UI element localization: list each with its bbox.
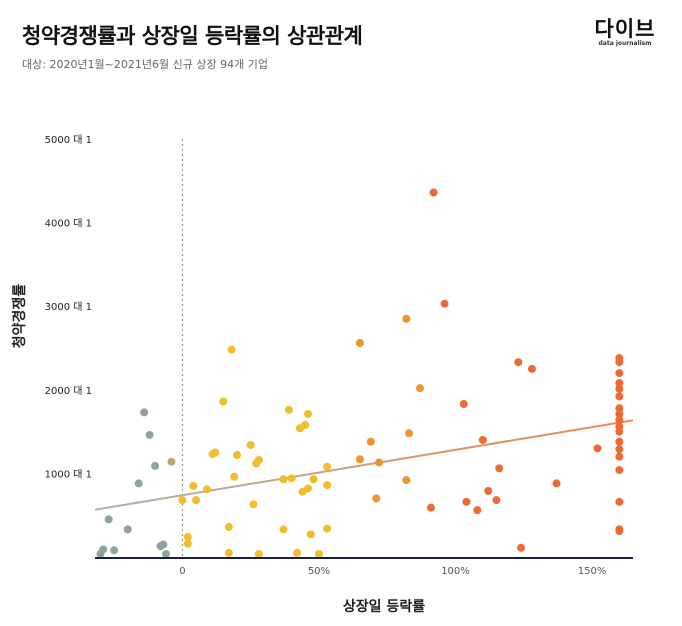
data-point (615, 358, 624, 367)
brand-logo: 다이브 data journalism (590, 18, 660, 48)
data-point (615, 404, 624, 413)
data-point (473, 506, 482, 515)
data-point (183, 532, 192, 541)
data-point (405, 429, 414, 438)
data-point (159, 540, 168, 549)
data-point (615, 437, 624, 446)
data-point (287, 474, 296, 483)
data-point (495, 464, 504, 473)
brand-logo-subtext: data journalism (598, 40, 652, 47)
data-point (514, 358, 523, 367)
data-point (167, 457, 176, 466)
data-point (462, 497, 471, 506)
data-point (110, 546, 119, 555)
data-point (246, 440, 255, 449)
data-point (593, 444, 602, 453)
data-point (178, 496, 187, 505)
data-point (140, 408, 149, 417)
data-point (183, 539, 192, 548)
data-point (279, 475, 288, 484)
y-tick-label: 1000 대 1 (45, 468, 92, 480)
data-point (615, 392, 624, 401)
data-point (151, 461, 160, 470)
data-point (134, 479, 143, 488)
data-point (615, 427, 624, 436)
data-point (227, 345, 236, 354)
data-point (309, 475, 318, 484)
data-point (123, 525, 132, 534)
data-point (492, 496, 501, 505)
data-point (415, 384, 424, 393)
data-point (615, 445, 624, 454)
trend-line (94, 419, 634, 511)
data-point (426, 503, 435, 512)
data-point (189, 481, 198, 490)
data-point (402, 314, 411, 323)
data-point (279, 525, 288, 534)
x-tick-label: 150% (578, 566, 607, 577)
y-tick-label: 3000 대 1 (45, 301, 92, 313)
data-point (552, 479, 561, 488)
data-point (440, 299, 449, 308)
data-point (478, 435, 487, 444)
data-point (429, 188, 438, 197)
data-point (254, 456, 263, 465)
x-axis-label: 상장일 등락률 (343, 598, 425, 615)
data-point (323, 462, 332, 471)
data-point (230, 472, 239, 481)
data-point (517, 543, 526, 552)
data-point (104, 515, 113, 524)
data-point (99, 545, 108, 554)
data-point (615, 527, 624, 536)
data-point (355, 455, 364, 464)
y-axis-label: 청약경쟁률 (11, 284, 28, 349)
chart-subtitle: 대상: 2020년1월~2021년6월 신규 상장 94개 기업 (22, 58, 268, 71)
data-point (459, 400, 468, 409)
data-point (249, 500, 258, 509)
x-tick-label: 100% (441, 566, 470, 577)
data-point (224, 548, 233, 557)
data-point (304, 484, 313, 493)
y-tick-label: 5000 대 1 (45, 134, 92, 146)
data-point (527, 364, 536, 373)
data-point (211, 448, 220, 457)
data-point (615, 415, 624, 424)
data-point (192, 496, 201, 505)
data-point (372, 494, 381, 503)
data-point (145, 430, 154, 439)
data-point (615, 497, 624, 506)
data-point (484, 486, 493, 495)
data-point (402, 476, 411, 485)
data-point (366, 437, 375, 446)
y-tick-label: 4000 대 1 (45, 218, 92, 230)
data-point (615, 379, 624, 388)
y-tick-label: 2000 대 1 (45, 385, 92, 397)
data-point (375, 458, 384, 467)
data-point (615, 466, 624, 475)
data-point (219, 397, 228, 406)
data-point (306, 530, 315, 539)
data-point (254, 550, 263, 558)
brand-logo-text: 다이브 (594, 16, 656, 41)
data-point (284, 405, 293, 414)
data-point (202, 485, 211, 494)
data-point (355, 338, 364, 347)
data-point (304, 410, 313, 419)
data-point (224, 522, 233, 531)
data-point (301, 420, 310, 429)
x-tick-label: 50% (308, 566, 330, 577)
data-point (615, 384, 624, 393)
data-point (323, 481, 332, 490)
x-tick-label: 0 (179, 566, 185, 577)
data-point (323, 524, 332, 533)
data-point (615, 410, 624, 419)
chart-title: 청약경쟁률과 상장일 등락률의 상관관계 (22, 24, 363, 48)
data-point (615, 452, 624, 461)
data-point (162, 550, 171, 558)
data-point (233, 451, 242, 460)
data-point (293, 548, 302, 557)
data-point (615, 369, 624, 378)
data-point (314, 550, 323, 558)
